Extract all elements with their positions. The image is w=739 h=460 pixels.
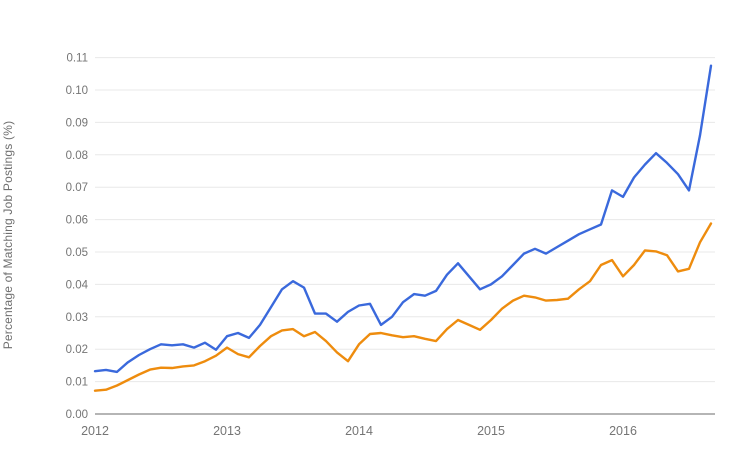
y-tick-label: 0.05	[66, 247, 88, 259]
x-tick-label: 2013	[213, 424, 241, 438]
y-tick-label: 0.00	[66, 409, 88, 421]
data-series-lines	[93, 64, 713, 392]
y-tick-label: 0.11	[66, 53, 88, 65]
y-axis-tick-labels: 0.00 0.01 0.02 0.03 0.04 0.05 0.06 0.07 0.08 0.09…	[66, 53, 89, 421]
x-tick-label: 2015	[477, 424, 505, 438]
y-tick-label: 0.02	[66, 344, 88, 356]
y-tick-label: 0.04	[66, 279, 89, 291]
x-tick-label: 2014	[345, 424, 373, 438]
x-tick-label: 2012	[81, 424, 109, 438]
x-tick-label: 2016	[609, 424, 637, 438]
y-tick-label: 0.01	[66, 377, 88, 389]
gridlines	[95, 57, 715, 415]
series-blue-line	[93, 64, 713, 374]
y-tick-label: 0.09	[66, 117, 88, 129]
y-axis-title: Percentage of Matching Job Postings (%)	[1, 120, 15, 350]
y-tick-label: 0.07	[66, 182, 88, 194]
x-axis-tick-labels: 2012 2013 2014 2015 2016	[81, 424, 637, 438]
y-tick-label: 0.06	[66, 215, 88, 227]
y-tick-label: 0.10	[66, 85, 88, 97]
y-tick-label: 0.03	[66, 312, 88, 324]
series-orange-line	[93, 222, 713, 392]
y-tick-label: 0.08	[66, 150, 88, 162]
